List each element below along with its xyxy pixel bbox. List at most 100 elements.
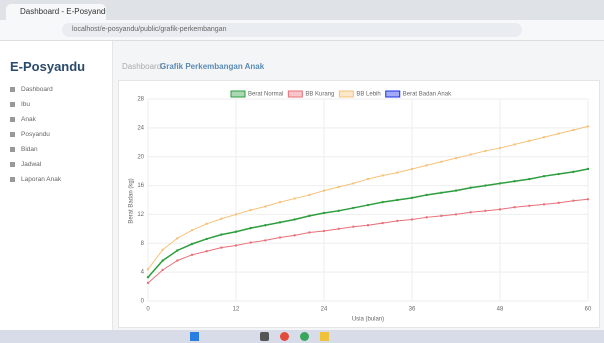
data-point — [352, 206, 355, 210]
app-icon[interactable] — [300, 332, 309, 341]
data-point — [396, 171, 399, 174]
data-point — [308, 231, 311, 234]
data-point — [572, 128, 575, 132]
data-point — [396, 219, 399, 223]
nav-item[interactable]: Anak — [10, 116, 36, 123]
data-point — [469, 211, 472, 214]
data-point — [381, 200, 384, 204]
data-point — [557, 172, 560, 176]
data-point — [337, 227, 340, 231]
data-point — [410, 196, 414, 200]
tab-bar: Dashboard - E-Posyandu — [0, 0, 604, 20]
y-tick-label: 12 — [137, 212, 144, 218]
data-point — [381, 174, 384, 177]
data-point — [586, 167, 590, 171]
series-line — [147, 125, 589, 270]
y-tick-label: 0 — [141, 299, 145, 305]
data-point — [381, 221, 384, 225]
data-point — [440, 191, 443, 194]
data-point — [469, 186, 472, 189]
data-point — [586, 198, 590, 201]
brand: E-Posyandu — [10, 59, 86, 74]
data-point — [190, 253, 194, 257]
legend-label: Berat Normal — [248, 92, 283, 98]
y-tick-label: 4 — [141, 270, 145, 276]
x-tick-label: 24 — [321, 307, 328, 313]
legend-label: BB Lebih — [356, 92, 380, 98]
nav-item[interactable]: Posyandu — [10, 131, 50, 138]
taskbar — [0, 330, 604, 343]
browser-tab[interactable]: Dashboard - E-Posyandu — [6, 4, 106, 20]
data-point — [234, 213, 238, 216]
y-tick-label: 20 — [137, 154, 144, 160]
data-point — [440, 214, 443, 218]
data-point — [264, 239, 267, 242]
legend-swatch[interactable] — [287, 90, 303, 98]
app-icon[interactable] — [280, 332, 289, 341]
data-point — [264, 205, 267, 208]
x-tick-label: 48 — [497, 307, 504, 313]
data-point — [557, 132, 560, 135]
data-point — [308, 214, 311, 218]
data-point — [366, 203, 370, 207]
data-point — [161, 268, 164, 272]
chart: Berat Badan (kg) Usia (bulan) 0 48 12 16 20 2… — [129, 90, 592, 323]
data-point — [293, 218, 296, 221]
legend-swatch[interactable] — [230, 90, 246, 98]
data-point — [410, 167, 414, 171]
legend-swatch[interactable] — [385, 90, 401, 98]
data-point — [322, 211, 326, 215]
legend-label: Berat Badan Anak — [403, 92, 452, 98]
address-bar: localhost/e-posyandu/public/grafik-perke… — [0, 20, 604, 41]
data-point — [498, 146, 502, 150]
nav-item[interactable]: Dashboard — [10, 86, 53, 93]
data-point — [337, 209, 340, 213]
data-point — [366, 224, 370, 227]
data-point — [176, 249, 179, 252]
data-point — [498, 182, 502, 185]
app-icon[interactable] — [260, 332, 269, 341]
data-point — [190, 229, 194, 232]
legend-swatch[interactable] — [338, 90, 354, 98]
data-point — [425, 193, 428, 197]
data-point — [220, 246, 223, 249]
x-tick-label: 60 — [585, 307, 592, 313]
data-point — [249, 208, 252, 212]
nav-item[interactable]: Laporan Anak — [10, 176, 61, 183]
data-point — [293, 197, 296, 200]
data-point — [484, 209, 487, 213]
data-point — [469, 153, 472, 156]
x-tick-label: 0 — [146, 307, 150, 313]
data-point — [249, 226, 252, 230]
data-point — [176, 237, 179, 240]
data-point — [513, 143, 516, 146]
y-axis-label: Berat Badan (kg) — [129, 178, 135, 223]
data-point — [528, 177, 531, 181]
data-point — [234, 244, 238, 247]
data-point — [440, 160, 443, 163]
url-field[interactable]: localhost/e-posyandu/public/grafik-perke… — [62, 23, 522, 37]
data-point — [454, 156, 458, 160]
data-point — [322, 229, 326, 233]
x-tick-label: 12 — [233, 307, 240, 313]
data-point — [454, 189, 458, 192]
breadcrumb[interactable]: Dashboard / — [122, 62, 166, 71]
start-icon[interactable] — [190, 332, 199, 341]
page-title: Grafik Perkembangan Anak — [160, 62, 265, 71]
y-tick-label: 24 — [137, 125, 144, 131]
data-point — [425, 216, 428, 219]
x-axis-label: Usia (bulan) — [352, 317, 384, 323]
y-tick-label: 16 — [137, 183, 144, 189]
data-point — [586, 125, 590, 128]
nav-item[interactable]: Ibu — [10, 101, 30, 108]
nav-item[interactable]: Jadwal — [10, 161, 41, 168]
data-point — [293, 234, 296, 237]
data-point — [322, 189, 326, 192]
nav-item[interactable]: Bidan — [10, 146, 38, 153]
data-point — [308, 193, 311, 197]
y-tick-label: 28 — [137, 97, 144, 103]
x-tick-label: 36 — [409, 307, 416, 313]
app-icon[interactable] — [320, 332, 329, 341]
legend-label: BB Kurang — [305, 92, 334, 98]
data-point — [542, 174, 546, 178]
